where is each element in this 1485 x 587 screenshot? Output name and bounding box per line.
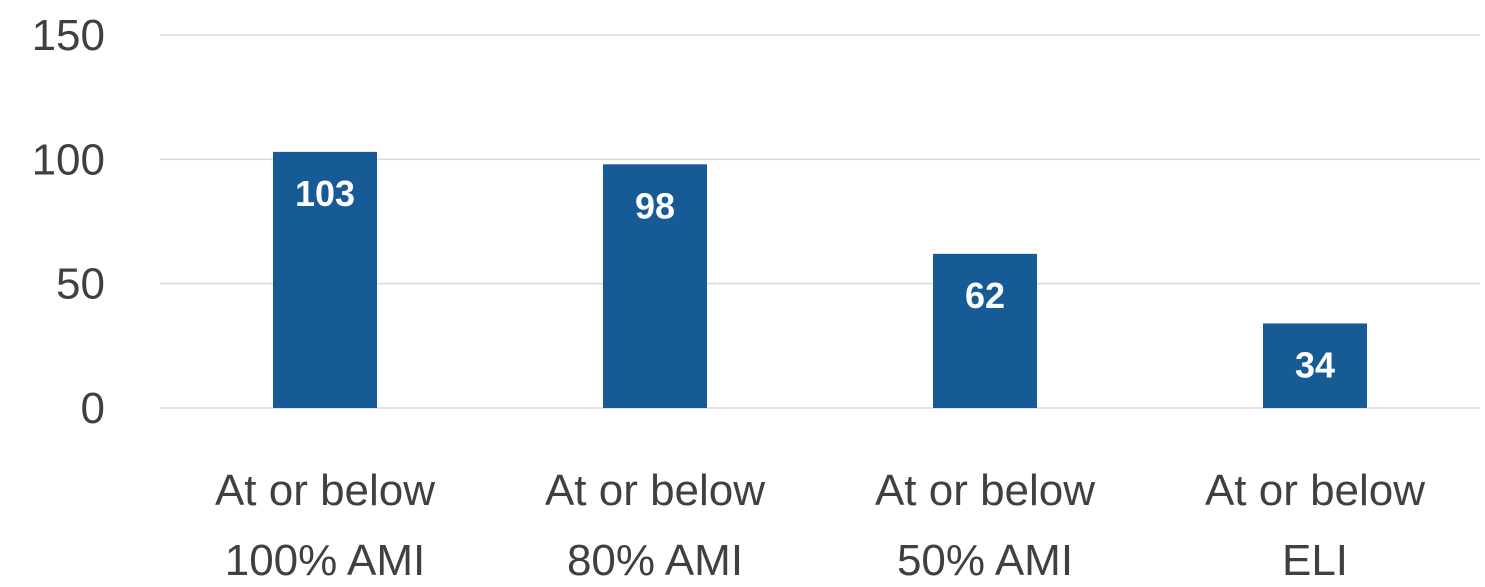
bar <box>933 253 1037 408</box>
bar <box>273 151 377 408</box>
bar-data-label: 103 <box>295 173 355 214</box>
x-category-label: At or below <box>1205 466 1425 515</box>
bar-data-label: 34 <box>1295 344 1335 385</box>
data-labels: 103 98 62 34 <box>295 173 1335 386</box>
x-category-label: 100% AMI <box>225 536 426 585</box>
x-category-label: ELI <box>1282 536 1348 585</box>
y-axis-ticks: 0 50 100 150 <box>32 11 105 433</box>
y-tick-label: 0 <box>81 384 105 433</box>
x-category-label: 80% AMI <box>567 536 743 585</box>
bar-data-label: 62 <box>965 275 1005 316</box>
x-category-label: At or below <box>545 466 765 515</box>
y-tick-label: 50 <box>56 260 105 309</box>
x-axis-categories: At or below 100% AMI At or below 80% AMI At … <box>215 466 1425 585</box>
x-category-label: 50% AMI <box>897 536 1073 585</box>
y-tick-label: 100 <box>32 135 105 184</box>
bar-data-label: 98 <box>635 185 675 226</box>
bar <box>603 164 707 408</box>
bar <box>1263 323 1367 408</box>
y-tick-label: 150 <box>32 11 105 60</box>
x-category-label: At or below <box>215 466 435 515</box>
bars <box>273 151 1367 408</box>
gridlines <box>160 34 1480 409</box>
x-category-label: At or below <box>875 466 1095 515</box>
